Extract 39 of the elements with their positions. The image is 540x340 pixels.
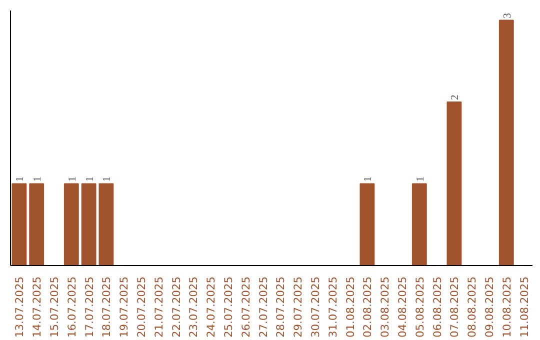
x-tick-label: 09.08.2025 [483,276,496,338]
data-label: 1 [415,176,426,182]
x-tick-label: 03.08.2025 [378,276,392,338]
x-tick-label: 18.07.2025 [100,276,114,338]
data-label: 1 [363,176,374,182]
x-tick-label: 14.07.2025 [30,276,44,338]
x-tick-label: 16.07.2025 [65,276,78,338]
data-label: 1 [15,176,26,182]
x-tick-label: 31.07.2025 [326,276,340,338]
x-tick-label: 29.07.2025 [292,276,305,338]
x-tick-label: 05.08.2025 [413,276,426,338]
x-tick-label: 30.07.2025 [309,276,322,338]
x-tick-label: 26.07.2025 [239,276,252,338]
x-tick-label: 27.07.2025 [256,276,270,338]
x-tick-label: 08.08.2025 [466,276,479,338]
data-label: 1 [102,176,114,182]
x-tick-label: 04.08.2025 [396,276,409,338]
x-tick-label: 10.08.2025 [500,276,514,338]
x-tick-label: 07.08.2025 [448,276,462,338]
x-tick-label: 23.07.2025 [187,276,200,338]
x-tick-label: 28.07.2025 [274,276,288,338]
x-tick-label: 22.07.2025 [170,276,183,338]
x-tick-label: 06.08.2025 [430,276,444,338]
x-tick-label: 13.07.2025 [13,276,26,338]
x-tick-label: 24.07.2025 [204,276,218,338]
x-tick-label: 01.08.2025 [344,276,357,338]
data-label: 2 [450,94,462,100]
x-tick-label: 17.07.2025 [82,276,96,338]
x-tick-label: 02.08.2025 [361,276,374,338]
x-tick-label: 21.07.2025 [152,276,166,338]
x-tick-label: 11.08.2025 [518,276,531,338]
data-label: 1 [84,176,96,182]
data-label: 3 [502,12,514,18]
x-tick-label: 15.07.2025 [48,276,61,338]
data-label: 1 [67,176,78,182]
x-tick-label: 19.07.2025 [118,276,131,338]
data-label: 1 [32,176,44,182]
x-tick-label: 25.07.2025 [222,276,235,338]
x-tick-label: 20.07.2025 [135,276,148,338]
